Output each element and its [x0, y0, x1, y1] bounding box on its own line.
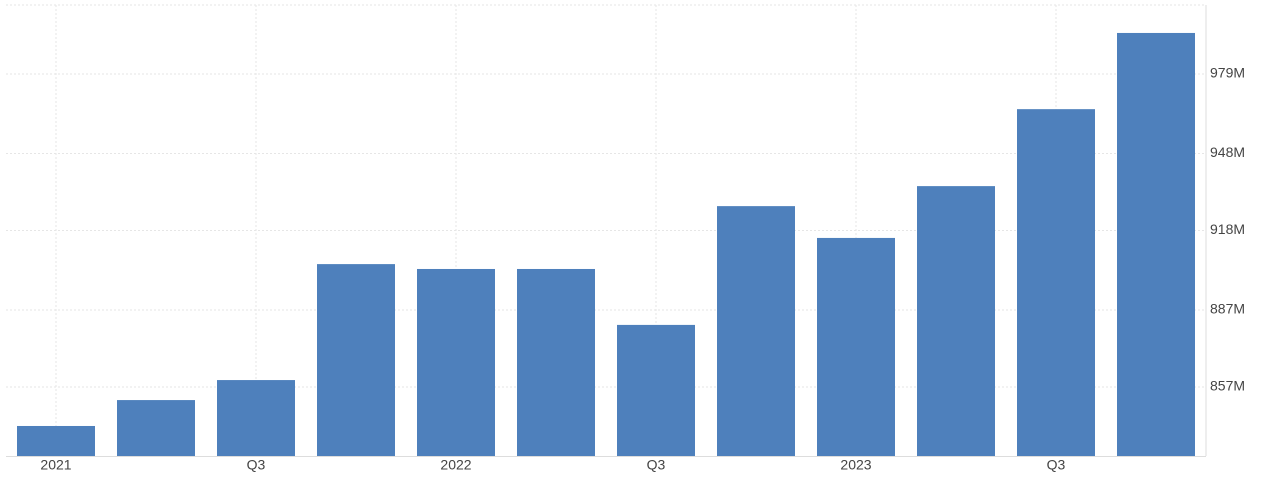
bar: [317, 264, 395, 456]
y-tick-label: 918M: [1210, 221, 1245, 237]
bar: [717, 206, 795, 456]
y-tick-label: 979M: [1210, 65, 1245, 81]
x-tick-label: 2023: [840, 457, 871, 473]
bar: [1117, 32, 1195, 457]
bar: [417, 268, 495, 456]
y-tick-label: 887M: [1210, 301, 1245, 317]
x-tick-label: 2022: [440, 457, 471, 473]
bar: [1017, 109, 1095, 457]
bar: [517, 268, 595, 456]
bar: [917, 186, 995, 456]
bar: [617, 324, 695, 456]
x-tick-label: Q3: [247, 457, 266, 473]
bar: [117, 400, 195, 456]
y-tick-label: 857M: [1210, 378, 1245, 394]
y-tick-label: 948M: [1210, 144, 1245, 160]
bar: [217, 380, 295, 456]
x-tick-label: Q3: [1047, 457, 1066, 473]
bar: [817, 237, 895, 456]
x-tick-label: 2021: [40, 457, 71, 473]
x-tick-label: Q3: [647, 457, 666, 473]
bar: [17, 425, 95, 456]
